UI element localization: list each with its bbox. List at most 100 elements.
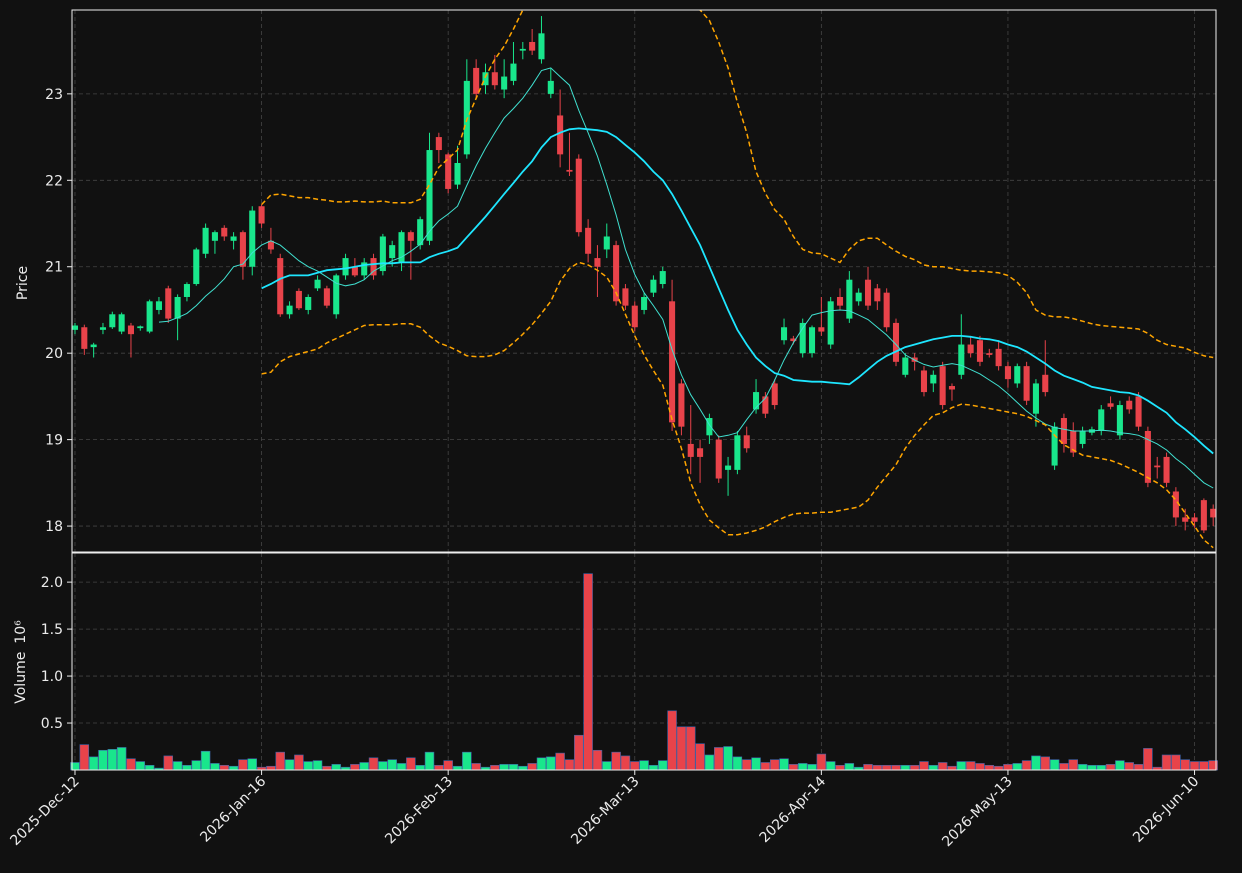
volume-bar <box>490 765 500 771</box>
candle-body <box>762 396 769 414</box>
candle-body <box>1163 456 1170 483</box>
candle-body <box>1042 374 1049 393</box>
candle-body <box>398 232 405 263</box>
candle-body <box>239 232 246 267</box>
candle-body <box>109 314 116 328</box>
volume-bar <box>443 760 453 771</box>
candle-body <box>585 227 592 254</box>
candle-body <box>948 386 956 390</box>
candle-body <box>697 448 704 457</box>
candle-body <box>715 439 722 479</box>
volume-bar <box>1115 760 1125 771</box>
volume-bar <box>294 754 304 771</box>
volume-bar <box>975 763 985 771</box>
candle-body <box>1023 366 1030 401</box>
candle-body <box>333 275 340 315</box>
volume-bar <box>1171 754 1181 771</box>
candle-body <box>1107 403 1114 407</box>
volume-bar <box>452 765 463 771</box>
candle-body <box>1135 396 1142 427</box>
candle-body <box>510 63 517 81</box>
candle-body <box>286 305 293 315</box>
volume-bar <box>462 751 472 771</box>
volume-bar <box>434 765 444 771</box>
volume-bar <box>891 765 901 771</box>
volume-bar <box>1003 764 1013 771</box>
volume-bar <box>200 750 211 771</box>
candle-body <box>790 338 797 342</box>
candle-body <box>351 266 358 276</box>
candle-body <box>1191 517 1198 522</box>
y-tick-label: 1.5 <box>41 622 63 638</box>
y-tick-label: 22 <box>45 173 63 189</box>
volume-bar <box>163 755 174 771</box>
candle-body <box>230 236 237 241</box>
volume-label: Volume <box>13 652 29 704</box>
candle-body <box>99 327 107 330</box>
volume-frame <box>71 552 1217 771</box>
volume-bar <box>574 734 584 771</box>
price-plot <box>72 10 1216 552</box>
volume-bar <box>1040 756 1050 771</box>
candle-body <box>855 292 862 302</box>
candle-body <box>734 435 741 470</box>
candle-body <box>594 258 601 267</box>
volume-bar <box>471 763 481 771</box>
candle-body <box>836 296 844 306</box>
candle-body <box>547 80 554 94</box>
candle-body <box>183 284 190 297</box>
candle-body <box>678 383 685 427</box>
candle-body <box>1014 366 1021 384</box>
candle-body <box>1116 405 1123 436</box>
candle-body <box>743 435 750 449</box>
candle-body <box>454 163 461 185</box>
volume-bar <box>881 765 892 771</box>
volume-bar <box>116 747 127 771</box>
candle-body <box>1004 366 1011 380</box>
candle-body <box>883 292 890 328</box>
candle-body <box>1051 426 1058 466</box>
price-axis-label: Price <box>15 266 31 300</box>
candle-body <box>295 290 302 309</box>
candle-body <box>314 279 321 289</box>
y-tick-label: 18 <box>45 519 63 535</box>
volume-bar <box>732 756 743 771</box>
candle-body <box>771 383 778 406</box>
volume-bar <box>396 763 407 771</box>
volume-bar <box>658 760 668 771</box>
candle-body <box>361 262 368 276</box>
volume-bar <box>312 760 323 771</box>
volume-bar <box>1096 765 1106 771</box>
volume-bar <box>863 764 873 771</box>
candle-body <box>379 236 386 272</box>
candle-body <box>892 322 900 362</box>
candle-body <box>920 370 928 393</box>
candle-body <box>473 67 480 94</box>
candle-body <box>575 158 582 233</box>
y-tick-label: 23 <box>45 87 63 103</box>
volume-bar <box>844 763 855 771</box>
volume-bar <box>135 761 146 771</box>
overlay-line <box>158 67 1214 489</box>
volume-bar <box>779 758 789 771</box>
volume-bar <box>713 747 724 771</box>
candle-body <box>305 296 312 310</box>
volume-bar <box>1161 754 1172 771</box>
volume-bar <box>406 757 416 771</box>
candle-body <box>650 279 657 293</box>
volume-bar <box>191 760 202 771</box>
y-tick-label: 1.0 <box>41 669 63 685</box>
y-tick-label: 21 <box>45 260 63 276</box>
candle-body <box>967 344 974 354</box>
candle-body <box>482 72 489 86</box>
candle-body <box>1032 383 1039 414</box>
y-tick-label: 2.0 <box>41 575 63 591</box>
candle-body <box>631 305 638 328</box>
candle-body <box>902 357 909 375</box>
volume-bar <box>1133 764 1144 771</box>
volume-bar <box>919 761 929 771</box>
candle-body <box>202 227 209 254</box>
volume-bar <box>1031 755 1041 771</box>
